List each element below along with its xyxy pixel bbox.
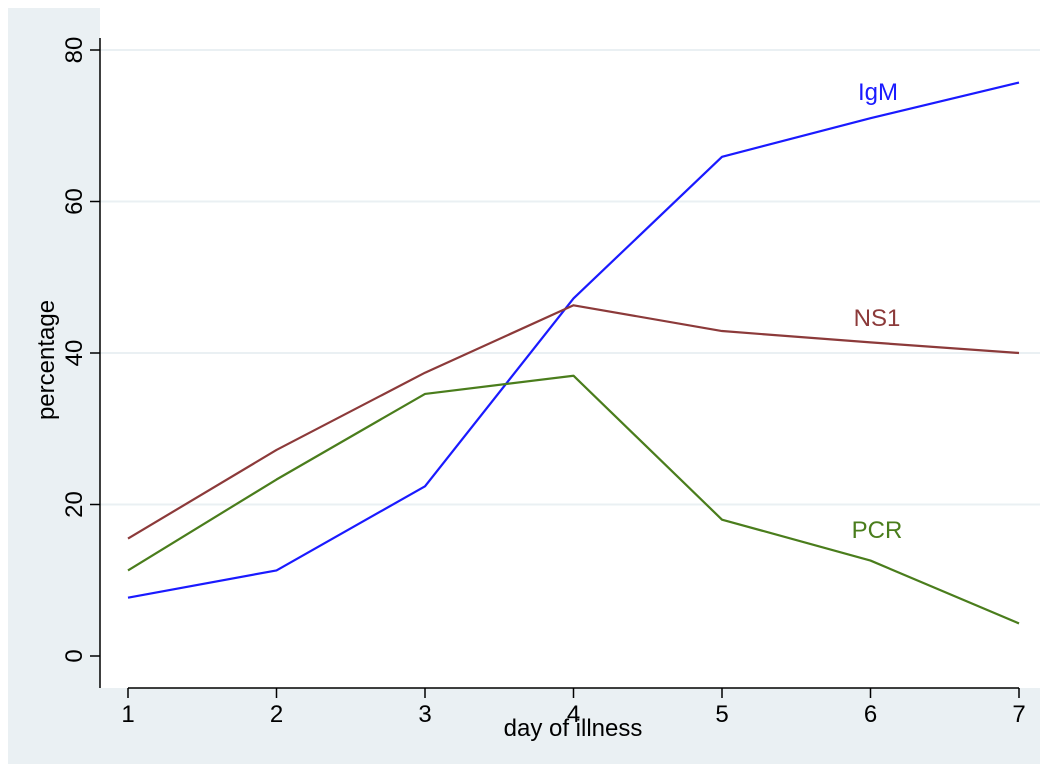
x-tick-label: 1 bbox=[121, 701, 134, 728]
x-tick-label: 5 bbox=[715, 701, 728, 728]
series-lines bbox=[127, 81, 1020, 625]
chart-frame: 1 2 3 4 5 6 7 0 20 40 60 80 IgM NS1 PCR day of illne… bbox=[8, 8, 1040, 764]
y-axis-ticks: 0 20 40 60 80 bbox=[61, 37, 100, 663]
pcr-series-label: PCR bbox=[852, 517, 903, 544]
y-tick-label: 20 bbox=[61, 491, 88, 518]
plot-area bbox=[100, 8, 1040, 688]
y-tick-label: 80 bbox=[61, 37, 88, 64]
x-tick-label: 6 bbox=[864, 701, 877, 728]
line-chart: 1 2 3 4 5 6 7 0 20 40 60 80 IgM NS1 PCR day of illne… bbox=[33, 8, 1040, 742]
x-axis-title: day of illness bbox=[504, 715, 643, 742]
gridlines bbox=[100, 49, 1040, 506]
igm-series-label: IgM bbox=[858, 79, 898, 106]
x-tick-label: 7 bbox=[1012, 701, 1025, 728]
y-tick-label: 60 bbox=[61, 188, 88, 215]
x-tick-label: 2 bbox=[270, 701, 283, 728]
x-tick-label: 4 bbox=[567, 701, 580, 728]
y-axis-title: percentage bbox=[33, 300, 60, 420]
ns1-series-label: NS1 bbox=[854, 305, 901, 332]
x-axis-ticks: 1 2 3 4 5 6 7 bbox=[121, 688, 1026, 728]
x-tick-label: 3 bbox=[418, 701, 431, 728]
y-tick-label: 0 bbox=[61, 649, 88, 662]
y-tick-label: 40 bbox=[61, 340, 88, 367]
series-labels: IgM NS1 PCR bbox=[852, 79, 903, 544]
